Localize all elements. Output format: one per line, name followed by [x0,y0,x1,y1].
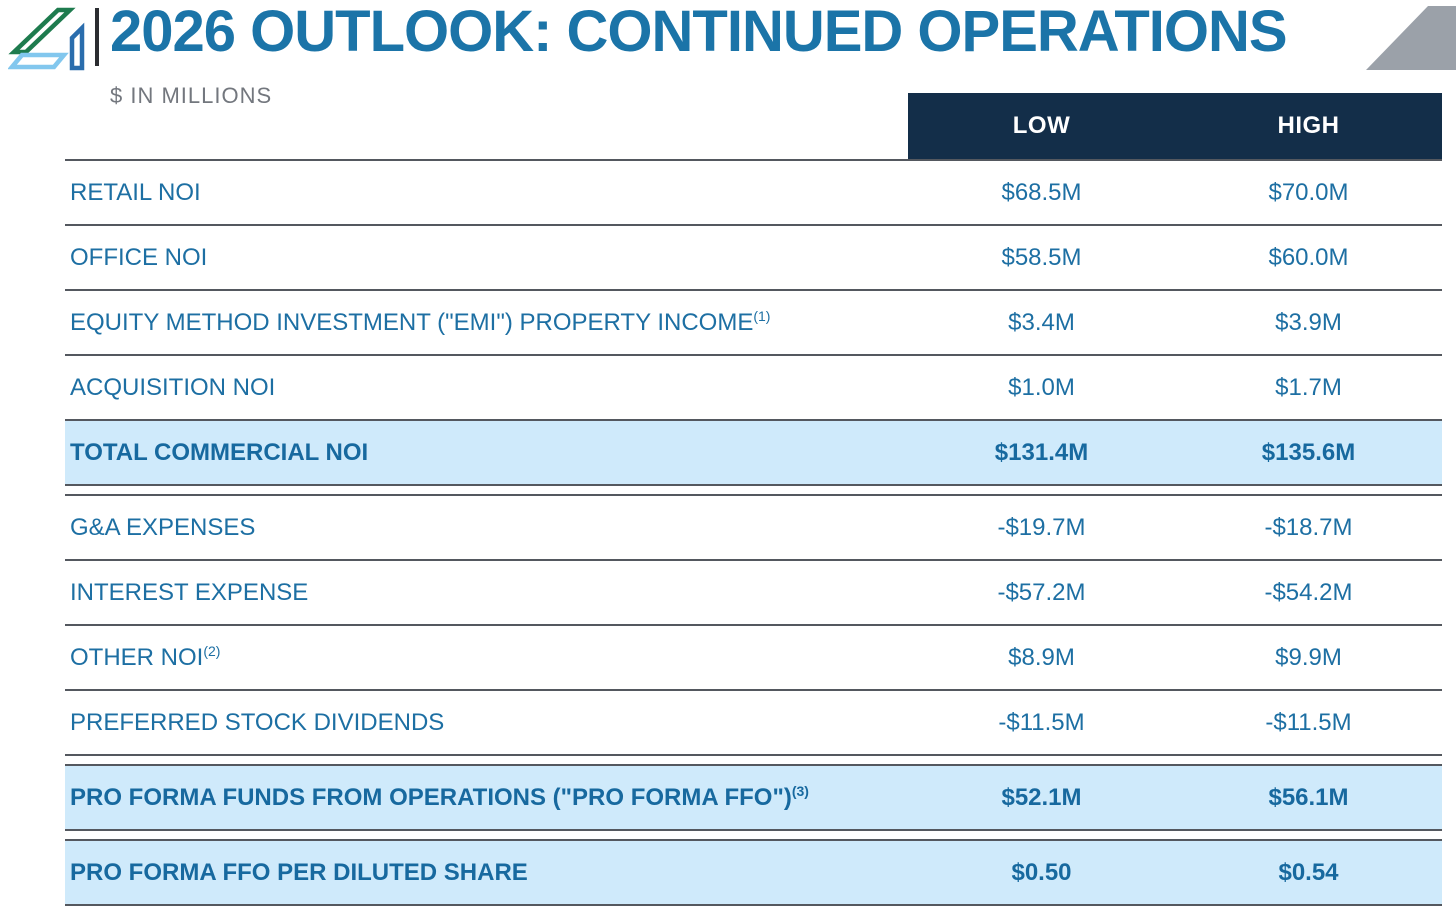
row-label: PREFERRED STOCK DIVIDENDS [70,709,445,736]
table-row-ffo-per-share: PRO FORMA FFO PER DILUTED SHARE $0.50 $0… [65,839,1442,906]
high-value: $60.0M [1268,243,1349,271]
column-header-low: LOW [1012,112,1071,139]
row-label: INTEREST EXPENSE [70,579,309,606]
table-row-total: TOTAL COMMERCIAL NOI $131.4M $135.6M [65,421,1442,486]
table-row: OTHER NOI(2) $8.9M $9.9M [65,626,1442,691]
row-label: RETAIL NOI [70,179,201,206]
table-row: PREFERRED STOCK DIVIDENDS -$11.5M -$11.5… [65,691,1442,756]
outlook-table: RETAIL NOI $68.5M $70.0M OFFICE NOI $58.… [65,159,1442,906]
corner-triangle-decoration [1366,6,1456,70]
table-row: ACQUISITION NOI $1.0M $1.7M [65,356,1442,421]
table-row: RETAIL NOI $68.5M $70.0M [65,159,1442,226]
footnote-marker: (2) [203,643,221,659]
low-value: $131.4M [994,438,1089,466]
row-label: OFFICE NOI [70,244,208,271]
high-value: -$18.7M [1264,513,1353,541]
low-value: -$19.7M [997,513,1086,541]
table-row: INTEREST EXPENSE -$57.2M -$54.2M [65,561,1442,626]
row-label: OTHER NOI(2) [70,643,221,671]
page-title: 2026 OUTLOOK: CONTINUED OPERATIONS [110,0,1288,64]
footnote-marker: (3) [791,783,809,799]
logo-divider [95,8,99,66]
footnote-marker: (1) [753,308,771,324]
column-header-high: HIGH [1277,112,1340,139]
low-value: -$11.5M [998,708,1085,736]
high-value: -$54.2M [1264,578,1353,606]
high-value: $135.6M [1261,438,1356,466]
units-note: $ IN MILLIONS [110,83,273,108]
low-value: $52.1M [1001,783,1082,811]
row-label: G&A EXPENSES [70,514,256,541]
row-label: EQUITY METHOD INVESTMENT ("EMI") PROPERT… [70,308,771,336]
high-value: $9.9M [1275,643,1342,671]
low-value: $68.5M [1001,178,1082,206]
row-label: TOTAL COMMERCIAL NOI [70,439,369,466]
low-value: $1.0M [1008,373,1075,401]
table-row: G&A EXPENSES -$19.7M -$18.7M [65,494,1442,561]
table-row: EQUITY METHOD INVESTMENT ("EMI") PROPERT… [65,291,1442,356]
low-value: $58.5M [1001,243,1082,271]
high-value: $56.1M [1268,783,1349,811]
row-label: PRO FORMA FUNDS FROM OPERATIONS ("PRO FO… [70,783,809,811]
low-value: -$57.2M [997,578,1086,606]
table-row: OFFICE NOI $58.5M $60.0M [65,226,1442,291]
high-value: $0.54 [1278,858,1339,886]
table-column-header: LOW HIGH [908,93,1442,159]
high-value: $3.9M [1275,308,1342,336]
low-value: $0.50 [1011,858,1072,886]
high-value: -$11.5M [1265,708,1352,736]
table-row-pro-forma-ffo: PRO FORMA FUNDS FROM OPERATIONS ("PRO FO… [65,764,1442,831]
row-label: ACQUISITION NOI [70,374,276,401]
high-value: $1.7M [1275,373,1342,401]
row-label: PRO FORMA FFO PER DILUTED SHARE [70,859,528,886]
low-value: $8.9M [1008,643,1075,671]
low-value: $3.4M [1008,308,1075,336]
high-value: $70.0M [1268,178,1349,206]
company-logo-icon [8,7,85,71]
